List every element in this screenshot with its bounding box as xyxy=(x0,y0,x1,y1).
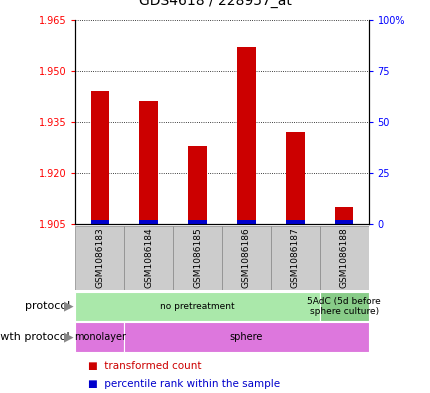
Bar xyxy=(90,91,109,224)
Text: GSM1086187: GSM1086187 xyxy=(290,228,299,288)
Text: 5AdC (5d before
sphere culture): 5AdC (5d before sphere culture) xyxy=(307,297,380,316)
Text: ■  percentile rank within the sample: ■ percentile rank within the sample xyxy=(88,379,280,389)
Bar xyxy=(139,220,158,224)
Text: ■  transformed count: ■ transformed count xyxy=(88,362,201,371)
Bar xyxy=(285,220,304,224)
Text: ▶: ▶ xyxy=(64,300,73,313)
Bar xyxy=(237,47,255,224)
Bar xyxy=(221,226,270,290)
Bar xyxy=(319,226,368,290)
Text: growth protocol: growth protocol xyxy=(0,332,73,342)
Text: monolayer: monolayer xyxy=(74,332,126,342)
Bar xyxy=(90,220,109,224)
Bar xyxy=(124,226,173,290)
Bar xyxy=(319,292,368,321)
Text: GSM1086185: GSM1086185 xyxy=(193,228,202,288)
Bar xyxy=(334,207,353,224)
Text: GSM1086183: GSM1086183 xyxy=(95,228,104,288)
Text: GDS4618 / 228957_at: GDS4618 / 228957_at xyxy=(139,0,291,8)
Bar xyxy=(124,322,368,352)
Bar xyxy=(173,226,221,290)
Bar xyxy=(270,226,319,290)
Text: GSM1086184: GSM1086184 xyxy=(144,228,153,288)
Text: ▶: ▶ xyxy=(64,331,73,343)
Text: no pretreatment: no pretreatment xyxy=(160,302,234,311)
Bar xyxy=(334,220,353,224)
Bar xyxy=(237,220,255,224)
Bar xyxy=(75,226,124,290)
Bar xyxy=(139,101,158,224)
Bar xyxy=(188,220,206,224)
Text: GSM1086188: GSM1086188 xyxy=(339,228,348,288)
Bar xyxy=(188,146,206,224)
Text: protocol: protocol xyxy=(25,301,73,311)
Bar xyxy=(75,292,319,321)
Bar xyxy=(285,132,304,224)
Text: sphere: sphere xyxy=(229,332,262,342)
Text: GSM1086186: GSM1086186 xyxy=(241,228,250,288)
Bar xyxy=(75,322,124,352)
